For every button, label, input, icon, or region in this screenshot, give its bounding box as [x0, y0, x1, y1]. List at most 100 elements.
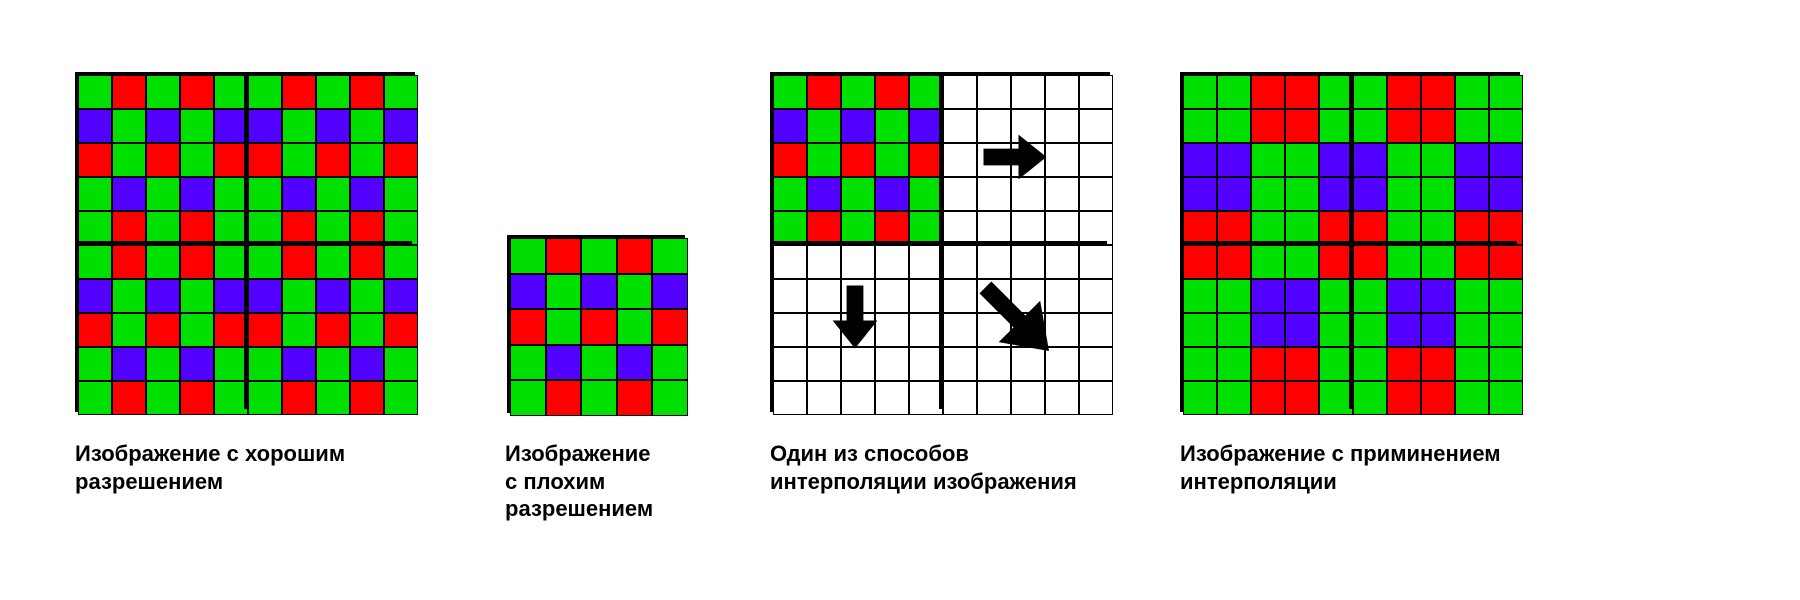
pixel-cell: [1285, 177, 1319, 211]
pixel-cell: [78, 313, 112, 347]
pixel-cell: [807, 143, 841, 177]
pixel-cell: [1455, 347, 1489, 381]
pixel-cell: [807, 109, 841, 143]
pixel-cell: [1011, 381, 1045, 415]
pixel-cell: [1183, 211, 1217, 245]
pixel-cell: [807, 347, 841, 381]
pixel-cell: [546, 345, 582, 381]
pixel-cell: [1285, 245, 1319, 279]
pixel-cell: [1319, 211, 1353, 245]
pixel-cell: [1045, 279, 1079, 313]
pixel-cell: [841, 143, 875, 177]
pixel-cell: [1217, 347, 1251, 381]
pixel-cell: [875, 313, 909, 347]
pixel-cell: [248, 381, 282, 415]
pixel-cell: [1353, 143, 1387, 177]
pixel-cell: [1421, 313, 1455, 347]
pixel-cell: [807, 381, 841, 415]
pixel-cell: [180, 381, 214, 415]
pixel-cell: [1421, 245, 1455, 279]
pixel-cell: [282, 143, 316, 177]
pixel-cell: [384, 143, 418, 177]
pixel-cell: [1387, 143, 1421, 177]
pixel-cell: [214, 313, 248, 347]
pixel-cell: [807, 279, 841, 313]
pixel-cell: [78, 109, 112, 143]
pixel-cell: [1285, 279, 1319, 313]
pixel-cell: [180, 245, 214, 279]
pixel-cell: [909, 143, 943, 177]
pixel-cell: [316, 381, 350, 415]
pixel-cell: [1489, 109, 1523, 143]
pixel-cell: [1251, 143, 1285, 177]
pixel-cell: [1251, 313, 1285, 347]
pixel-cell: [180, 211, 214, 245]
pixel-cell: [1251, 75, 1285, 109]
pixel-cell: [807, 75, 841, 109]
pixel-cell: [1183, 143, 1217, 177]
pixel-cell: [146, 279, 180, 313]
pixel-cell: [773, 177, 807, 211]
pixel-cell: [214, 109, 248, 143]
pixel-cell: [350, 279, 384, 313]
pixel-cell: [1353, 211, 1387, 245]
pixel-cell: [78, 75, 112, 109]
pixel-cell: [1183, 75, 1217, 109]
pixel-cell: [384, 211, 418, 245]
pixel-cell: [282, 211, 316, 245]
pixel-cell: [1489, 313, 1523, 347]
pixel-cell: [1421, 211, 1455, 245]
pixel-cell: [1011, 143, 1045, 177]
pixel-cell: [943, 245, 977, 279]
pixel-cell: [1183, 381, 1217, 415]
pixel-cell: [617, 238, 653, 274]
pixel-cell: [909, 109, 943, 143]
pixel-cell: [943, 109, 977, 143]
pixel-cell: [1489, 211, 1523, 245]
pixel-cell: [875, 177, 909, 211]
pixel-cell: [384, 245, 418, 279]
pixel-cell: [1217, 143, 1251, 177]
pixel-cell: [384, 313, 418, 347]
pixel-cell: [875, 279, 909, 313]
pixel-cell: [581, 309, 617, 345]
pixel-cell: [350, 211, 384, 245]
pixel-cell: [943, 143, 977, 177]
pixel-cell: [1387, 347, 1421, 381]
pixel-cell: [1045, 381, 1079, 415]
pixel-cell: [282, 109, 316, 143]
pixel-cell: [977, 109, 1011, 143]
pixel-cell: [773, 347, 807, 381]
pixel-cell: [1387, 245, 1421, 279]
pixel-cell: [546, 238, 582, 274]
pixel-cell: [943, 347, 977, 381]
pixel-cell: [841, 177, 875, 211]
pixel-cell: [1489, 381, 1523, 415]
pixel-cell: [841, 109, 875, 143]
pixel-cell: [316, 109, 350, 143]
pixel-cell: [350, 381, 384, 415]
pixel-cell: [316, 143, 350, 177]
pixel-cell: [581, 238, 617, 274]
pixel-cell: [807, 313, 841, 347]
pixel-cell: [1251, 279, 1285, 313]
pixel-cell: [1353, 109, 1387, 143]
pixel-cell: [180, 279, 214, 313]
pixel-cell: [1251, 211, 1285, 245]
pixel-cell: [1251, 347, 1285, 381]
pixel-cell: [841, 211, 875, 245]
pixel-cell: [909, 279, 943, 313]
pixel-cell: [78, 143, 112, 177]
pixel-cell: [214, 279, 248, 313]
pixel-cell: [1353, 177, 1387, 211]
pixel-cell: [1217, 75, 1251, 109]
pixel-cell: [773, 313, 807, 347]
pixel-cell: [1319, 381, 1353, 415]
pixel-cell: [248, 109, 282, 143]
pixel-cell: [1489, 143, 1523, 177]
pixel-cell: [248, 143, 282, 177]
caption-interpolated-result: Изображение с приминением интерполяции: [1180, 440, 1501, 495]
pixel-cell: [316, 177, 350, 211]
pixel-cell: [1455, 381, 1489, 415]
pixel-cell: [282, 313, 316, 347]
